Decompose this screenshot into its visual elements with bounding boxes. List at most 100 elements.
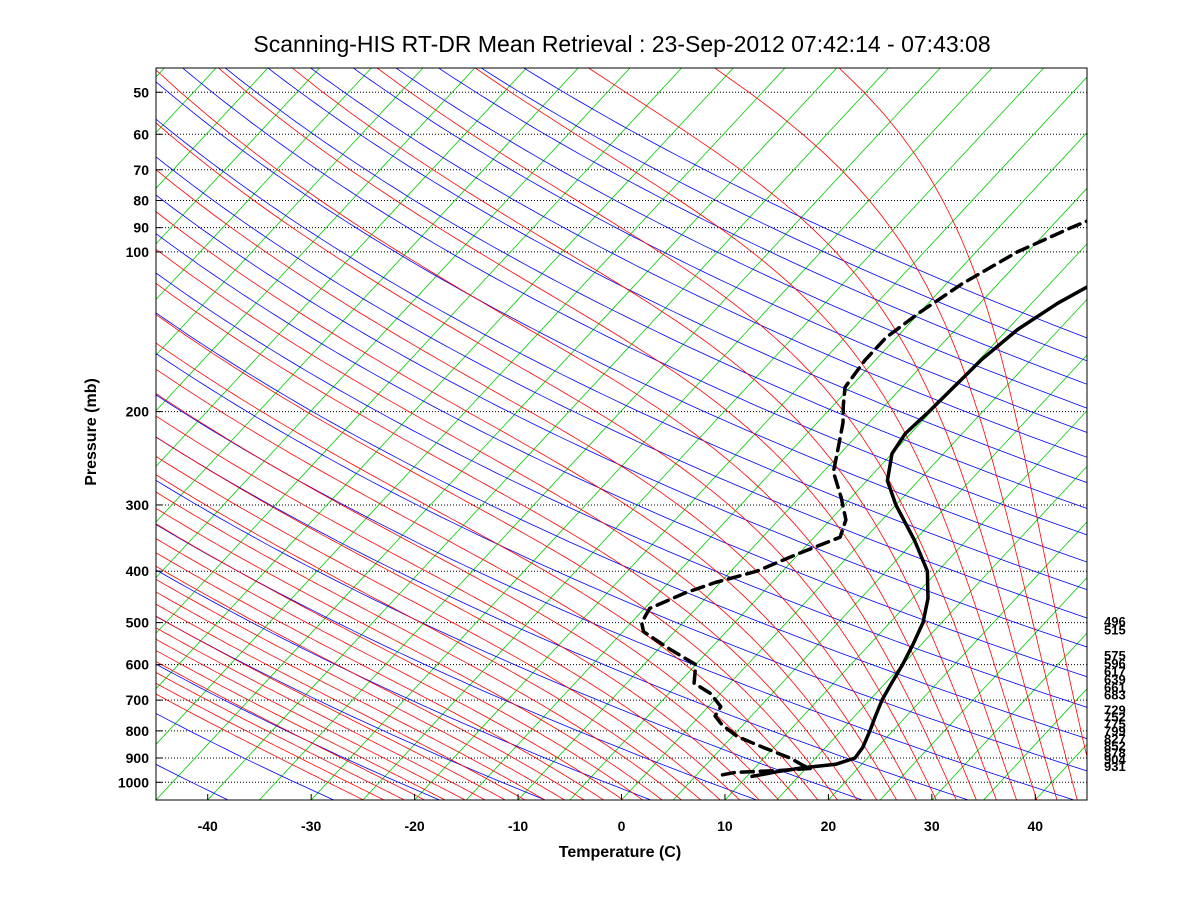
- right-pressure-label: 639: [1104, 672, 1126, 687]
- isotherm-line: [156, 68, 786, 745]
- dry-adiabat-line: [156, 194, 1087, 648]
- dewpoint-profile-line: [639, 219, 1087, 777]
- isotherm-line: [156, 68, 631, 579]
- dry-adiabat-line: [156, 118, 1087, 591]
- moist-adiabat-line: [156, 591, 546, 800]
- x-axis-label: Temperature (C): [559, 844, 681, 861]
- isotherm-line: [0, 41, 86, 804]
- isotherm-line: [931, 632, 1087, 800]
- moist-adiabat-line: [156, 523, 644, 800]
- right-pressure-label: 575: [1104, 648, 1126, 663]
- right-pressure-label: 931: [1104, 759, 1126, 774]
- dry-adiabat-line: [156, 615, 547, 800]
- dry-adiabat-line: [156, 312, 1087, 740]
- moist-adiabat-line: [376, 68, 1018, 800]
- dry-adiabat-line: [156, 713, 335, 800]
- moist-adiabat-line: [156, 248, 878, 800]
- isotherm-line: [724, 410, 1087, 800]
- isotherm-line: [1135, 41, 1200, 804]
- dry-adiabat-line: [156, 663, 441, 800]
- moist-adiabat-line: [156, 393, 780, 800]
- moist-adiabat-line: [156, 456, 721, 800]
- y-tick-label: 50: [133, 84, 149, 100]
- isotherm-line: [569, 243, 1087, 800]
- dry-adiabat-line: [395, 68, 1087, 409]
- dry-adiabat-line: [156, 156, 1087, 619]
- moist-adiabat-line: [156, 552, 605, 800]
- moist-adiabat-line: [156, 491, 683, 800]
- isotherm-line: [983, 688, 1087, 800]
- sounding-profiles: [639, 219, 1087, 779]
- x-tick-label: 30: [924, 818, 940, 834]
- x-tick-label: 40: [1027, 818, 1043, 834]
- moist-adiabat-line: [156, 169, 917, 800]
- isotherm-line: [207, 68, 890, 800]
- y-tick-label: 300: [126, 497, 150, 513]
- y-axis-label: Pressure (mb): [83, 378, 100, 486]
- moist-adiabat-line: [156, 638, 466, 800]
- dry-adiabat-line: [156, 394, 1076, 800]
- y-tick-label: 500: [126, 615, 150, 631]
- dry-adiabat-line: [156, 353, 1087, 772]
- moist-adiabat-line: [156, 693, 365, 800]
- x-tick-label: 0: [618, 818, 626, 834]
- moist-adiabat-line: [156, 69, 957, 800]
- moist-adiabat-line: [156, 538, 624, 800]
- isotherm-line: [620, 298, 1087, 800]
- moist-adiabat-line: [156, 682, 385, 800]
- moist-adiabat-line: [156, 615, 506, 800]
- x-tick-label: -30: [301, 818, 321, 834]
- moist-adiabat-line: [156, 415, 760, 800]
- y-tick-label: 60: [133, 126, 149, 142]
- x-tick-label: 20: [821, 818, 837, 834]
- right-pressure-label: 827: [1104, 732, 1126, 747]
- moist-adiabat-line: [217, 68, 977, 800]
- moist-adiabat-line: [156, 314, 838, 800]
- dry-adiabat-line: [480, 68, 1087, 362]
- dry-adiabat-line: [267, 68, 1087, 484]
- isotherm-line: [776, 465, 1087, 800]
- right-pressure-label: 683: [1104, 687, 1126, 702]
- y-tick-label: 700: [126, 692, 150, 708]
- right-pressure-label: 596: [1104, 656, 1126, 671]
- y-tick-label: 200: [126, 404, 150, 420]
- isotherm-line: [672, 354, 1087, 800]
- moist-adiabat-line: [156, 565, 585, 800]
- horizontal-gridlines: [156, 91, 1087, 783]
- chart-title: Scanning-HIS RT-DR Mean Retrieval : 23-S…: [253, 31, 990, 57]
- moist-adiabat-line: [156, 342, 819, 800]
- dry-adiabat-line: [310, 68, 1087, 458]
- moist-adiabat-line: [156, 627, 486, 800]
- isotherm-line: [156, 68, 217, 134]
- isotherm-line: [1187, 41, 1200, 804]
- y-tick-label: 900: [126, 750, 150, 766]
- isotherm-line: [414, 76, 1087, 800]
- right-pressure-label: 904: [1104, 752, 1126, 767]
- isotherm-line: [156, 68, 734, 690]
- x-tick-label: -10: [508, 818, 528, 834]
- moist-adiabat-line: [156, 507, 663, 800]
- background-adiabats-isotherms: [0, 41, 1200, 804]
- right-pressure-label: 515: [1104, 622, 1126, 637]
- isotherm-line: [517, 187, 1087, 800]
- moist-adiabat-line: [714, 68, 1078, 800]
- right-pressure-label: 878: [1104, 745, 1126, 760]
- y-tick-label: 90: [133, 220, 149, 236]
- moist-adiabat-line: [838, 68, 1087, 759]
- dry-adiabat-line: [156, 233, 1087, 678]
- isotherm-line: [362, 68, 1045, 800]
- moist-adiabat-line: [156, 661, 426, 800]
- moist-adiabat-line: [156, 436, 741, 800]
- x-axis-ticks: -40 -30 -20 -10 0 10 20 30 40: [198, 794, 1043, 834]
- isotherm-line: [156, 68, 579, 523]
- dry-adiabat-line: [156, 524, 758, 800]
- right-pressure-label: 752: [1104, 710, 1126, 725]
- x-tick-label: 10: [717, 818, 733, 834]
- y-tick-label: 600: [126, 657, 150, 673]
- isotherm-line: [156, 68, 683, 634]
- dry-adiabat-line: [156, 436, 970, 800]
- moist-adiabat-line: [587, 68, 1058, 800]
- y-tick-label: 100: [126, 244, 150, 260]
- isotherm-line: [156, 68, 372, 301]
